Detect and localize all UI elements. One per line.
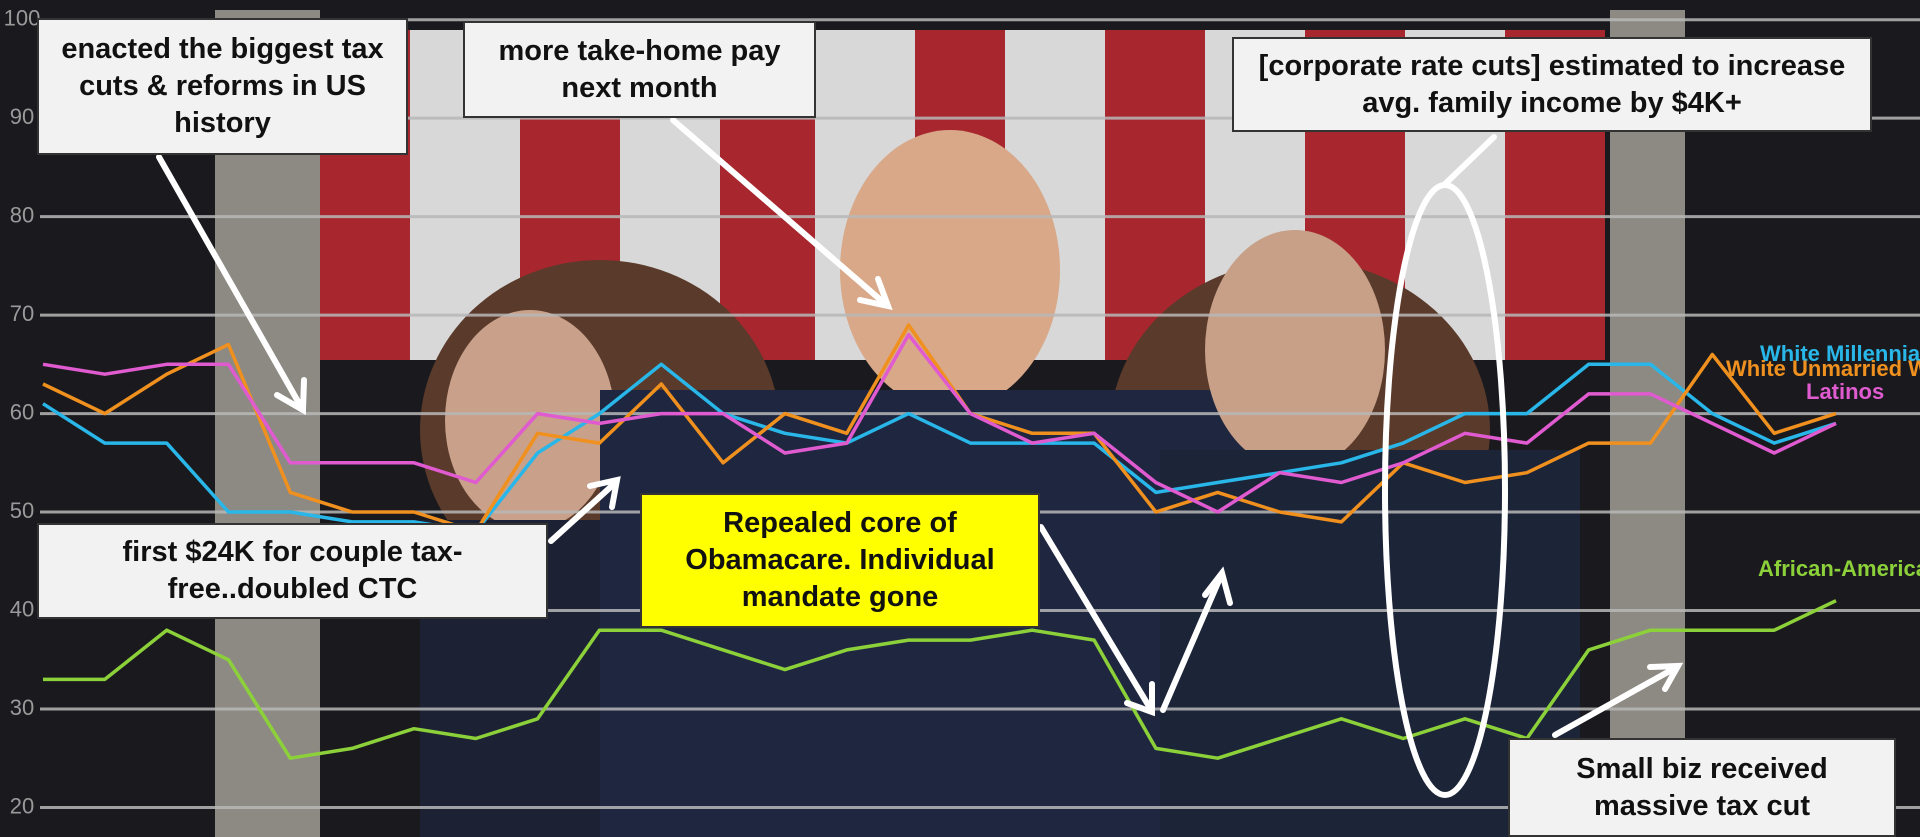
y-tick-label: 80 bbox=[10, 202, 34, 227]
y-tick-label: 90 bbox=[10, 104, 34, 129]
series-label: Latinos bbox=[1806, 379, 1884, 404]
annotation: first $24K for couple tax-free..doubled … bbox=[37, 523, 548, 619]
series-line bbox=[42, 362, 1837, 534]
series-line bbox=[42, 323, 1837, 534]
y-tick-label: 70 bbox=[10, 301, 34, 326]
y-tick-label: 60 bbox=[10, 399, 34, 424]
series-line bbox=[42, 333, 1837, 514]
annotation: [corporate rate cuts] estimated to incre… bbox=[1232, 37, 1872, 132]
annotation: more take-home pay next month bbox=[463, 21, 816, 118]
lines: White MillennialsWhite Unmarried WomLati… bbox=[42, 323, 1920, 760]
annotation: Small biz received massive tax cut bbox=[1508, 738, 1896, 837]
annotation: Repealed core of Obamacare. Individual m… bbox=[640, 493, 1040, 628]
series-line bbox=[43, 599, 1837, 760]
y-tick-label: 50 bbox=[10, 498, 34, 523]
series-label: White Unmarried Wom bbox=[1726, 356, 1920, 381]
y-tick-label: 30 bbox=[10, 695, 34, 720]
annotation: enacted the biggest tax cuts & reforms i… bbox=[37, 18, 408, 155]
series-label: White Millennials bbox=[1760, 341, 1920, 366]
y-tick-label: 20 bbox=[10, 793, 34, 818]
series-label: African-Americans bbox=[1758, 556, 1920, 581]
y-tick-label: 40 bbox=[10, 596, 34, 621]
arrows bbox=[156, 117, 1684, 798]
y-tick-label: 100 bbox=[4, 6, 41, 31]
